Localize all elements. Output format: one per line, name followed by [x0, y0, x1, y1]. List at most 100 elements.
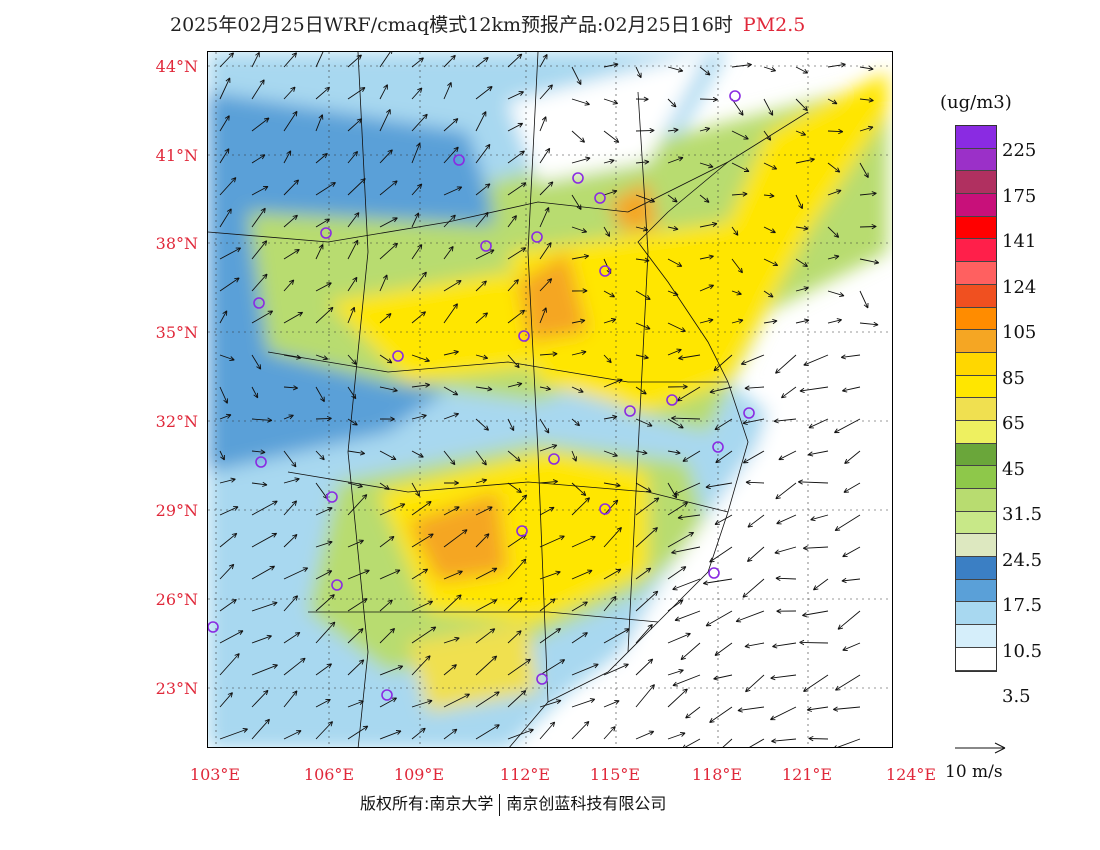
wind-arrow [635, 354, 649, 360]
wind-arrow [251, 718, 270, 740]
lon-label: 103°E [189, 765, 241, 784]
wind-arrow [475, 183, 491, 196]
wind-arrow [746, 546, 765, 563]
wind-arrow [347, 354, 357, 365]
wind-arrow [507, 482, 522, 494]
wind-arrow [667, 566, 687, 580]
wind-arrow [283, 354, 302, 360]
legend-unit: (ug/m3) [940, 92, 1012, 113]
wind-arrow [539, 351, 558, 357]
wind-arrow [539, 506, 555, 516]
wind-arrow [315, 570, 333, 580]
wind-arrow [795, 130, 807, 136]
wind-arrow [411, 727, 426, 740]
wind-arrow [674, 610, 701, 622]
legend-swatch [956, 307, 996, 331]
wind-arrow [709, 386, 733, 394]
wind-arrow [635, 497, 660, 516]
wind-arrow [411, 183, 423, 196]
wind-arrow [682, 450, 701, 462]
wind-arrow [603, 414, 618, 420]
wind-arrow [219, 563, 235, 580]
wind-arrow [347, 87, 366, 100]
wind-arrow [539, 479, 559, 485]
wind-arrow [735, 610, 765, 623]
wind-arrow [731, 62, 752, 68]
reference-arrow-icon [955, 742, 1006, 754]
wind-arrow [251, 500, 278, 516]
wind-arrow [571, 156, 591, 164]
city-markers [208, 90, 755, 701]
wind-arrow [251, 481, 268, 487]
map-title: 2025年02月25日WRF/cmaq模式12km预报产品:02月25日16时 P… [170, 10, 970, 37]
legend-label: 124 [1002, 276, 1037, 298]
wind-arrow [795, 194, 803, 210]
wind-arrow [603, 726, 616, 740]
wind-arrow [251, 664, 278, 676]
legend-label: 175 [1002, 185, 1037, 207]
wind-arrow [571, 632, 588, 644]
wind-arrow [507, 597, 523, 612]
wind-arrow [283, 52, 298, 68]
legend-swatch [956, 375, 996, 399]
wind-arrow [347, 700, 364, 708]
wind-arrow [283, 477, 300, 484]
wind-arrow [379, 482, 390, 491]
wind-arrow [775, 354, 797, 374]
wind-arrow [699, 284, 715, 292]
wind-arrow [571, 130, 586, 143]
wind-arrow [347, 482, 363, 489]
wind-arrow [795, 258, 808, 267]
wind-arrow [411, 113, 428, 132]
wind-arrow [443, 412, 460, 420]
wind-arrow [315, 450, 325, 461]
wind-arrow [859, 97, 874, 103]
title-text: 2025年02月25日WRF/cmaq模式12km预报产品:02月25日16时 [170, 14, 733, 36]
lon-label: 109°E [393, 765, 445, 784]
wind-arrow [411, 626, 437, 644]
wind-arrow [635, 194, 656, 203]
wind-arrow [443, 303, 458, 324]
legend-label: 65 [1002, 413, 1025, 434]
wind-arrow [699, 318, 714, 324]
wind-arrow [411, 382, 431, 388]
wind-arrow [763, 318, 778, 325]
wind-arrow [667, 127, 679, 133]
wind-arrow [635, 159, 650, 165]
wind-arrow [219, 386, 228, 404]
wind-arrow [667, 322, 686, 332]
wind-arrow [411, 699, 433, 708]
wind-arrow [283, 311, 304, 324]
wind-arrow [315, 354, 329, 361]
wind-arrow [379, 569, 401, 580]
legend-swatch [956, 171, 996, 195]
wind-arrow [251, 310, 274, 324]
legend-label: 10.5 [1002, 640, 1043, 662]
wind-arrow [685, 706, 701, 719]
lat-label: 41°N [155, 146, 198, 165]
wind-arrow [731, 162, 750, 172]
legend-swatch [956, 148, 996, 172]
wind-arrow [379, 52, 393, 68]
wind-arrow [315, 386, 325, 403]
wind-arrow [667, 194, 678, 203]
wind-arrow [251, 207, 266, 228]
wind-arrow [635, 66, 642, 79]
wind-arrow [507, 279, 519, 292]
wind-arrow [507, 558, 527, 580]
wind-arrow [827, 62, 846, 68]
wind-arrow [635, 684, 655, 708]
wind-arrow [219, 630, 244, 644]
wind-arrow [379, 627, 396, 644]
wind-arrow [603, 595, 617, 612]
lat-label: 26°N [155, 590, 198, 609]
wind-arrow [379, 242, 399, 260]
wind-arrow [283, 214, 298, 228]
wind-arrow [475, 386, 493, 392]
wind-arrow [251, 386, 259, 399]
wind-arrow [539, 181, 554, 196]
reference-wind-label: 10 m/s [945, 762, 1003, 782]
wind-arrow [315, 52, 324, 68]
lon-label: 112°E [499, 765, 551, 784]
wind-arrow [775, 575, 797, 581]
